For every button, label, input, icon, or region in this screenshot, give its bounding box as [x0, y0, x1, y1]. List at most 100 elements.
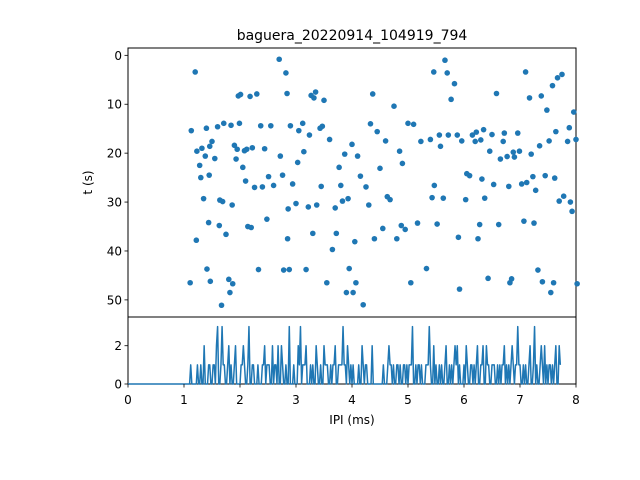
scatter-point	[280, 267, 287, 273]
scatter-point	[237, 91, 244, 98]
scatter-point	[283, 70, 289, 76]
scatter-point	[567, 199, 574, 205]
scatter-point	[574, 280, 580, 287]
scatter-point	[398, 222, 405, 229]
histogram-y-axis: 02	[114, 339, 128, 392]
histogram-x-tick-label: 3	[292, 393, 300, 407]
scatter-point	[264, 216, 270, 222]
scatter-point	[229, 280, 236, 287]
scatter-point	[514, 130, 521, 136]
scatter-point	[229, 202, 235, 208]
histogram-x-tick-label: 4	[348, 393, 356, 407]
scatter-point	[249, 144, 256, 151]
scatter-point	[310, 230, 316, 237]
scatter-point	[387, 196, 393, 203]
scatter-y-tick-label: 30	[107, 196, 122, 210]
scatter-point	[338, 182, 344, 189]
scatter-point	[277, 153, 284, 159]
scatter-point	[549, 82, 556, 89]
histogram-line	[128, 325, 562, 385]
scatter-point	[223, 231, 229, 238]
histogram-x-tick-label: 5	[404, 393, 412, 407]
scatter-point	[489, 131, 495, 138]
scatter-points	[187, 56, 580, 309]
scatter-point	[301, 148, 307, 155]
scatter-point	[414, 220, 421, 226]
histogram-x-tick-label: 6	[460, 393, 468, 407]
scatter-point	[430, 69, 437, 75]
scatter-point	[475, 235, 481, 242]
scatter-point	[363, 184, 369, 190]
scatter-point	[437, 143, 444, 150]
scatter-point	[261, 145, 268, 152]
scatter-point	[236, 120, 243, 127]
scatter-point	[299, 120, 306, 127]
scatter-point	[532, 187, 539, 194]
scatter-point	[445, 132, 452, 138]
scatter-point	[501, 130, 508, 136]
scatter-point	[518, 181, 525, 187]
scatter-point	[220, 120, 227, 127]
scatter-point	[329, 246, 336, 253]
scatter-point	[279, 172, 286, 178]
scatter-point	[436, 132, 443, 138]
scatter-point	[216, 222, 223, 229]
scatter-point	[371, 235, 378, 242]
scatter-point	[458, 138, 465, 144]
scatter-point	[293, 200, 299, 207]
scatter-point	[354, 153, 361, 159]
scatter-point	[473, 129, 480, 135]
scatter-point	[431, 182, 438, 189]
scatter-y-axis-label: t (s)	[81, 170, 95, 194]
scatter-point	[423, 265, 430, 272]
scatter-point	[369, 91, 376, 97]
scatter-point	[374, 128, 381, 135]
scatter-point	[332, 205, 339, 211]
scatter-point	[402, 226, 409, 233]
scatter-point	[506, 183, 512, 190]
scatter-point	[486, 148, 493, 154]
scatter-point	[504, 153, 510, 160]
scatter-point	[218, 302, 225, 309]
scatter-point	[341, 151, 348, 157]
scatter-point	[481, 195, 488, 201]
scatter-point	[219, 198, 226, 205]
scatter-point	[550, 279, 557, 286]
scatter-y-tick-label: 50	[107, 293, 122, 307]
scatter-point	[265, 173, 272, 180]
scatter-point	[294, 159, 301, 166]
scatter-point	[560, 193, 567, 199]
scatter-point	[569, 208, 575, 215]
scatter-point	[521, 218, 527, 224]
scatter-point	[333, 230, 340, 237]
scatter-point	[318, 183, 325, 190]
histogram-x-tick-label: 8	[572, 393, 580, 407]
scatter-point	[485, 275, 491, 282]
histogram-x-axis-label: IPI (ms)	[329, 413, 374, 427]
scatter-point	[339, 198, 346, 204]
scatter-point	[268, 122, 274, 129]
scatter-point	[408, 279, 414, 286]
scatter-point	[349, 141, 355, 148]
scatter-point	[296, 127, 302, 134]
scatter-point	[242, 178, 249, 184]
scatter-point	[536, 143, 543, 149]
scatter-point	[248, 224, 254, 231]
scatter-point	[410, 121, 417, 128]
scatter-point	[321, 97, 327, 104]
scatter-point	[508, 276, 515, 282]
scatter-point	[476, 221, 483, 228]
chart-title: baguera_20220914_104919_794	[237, 28, 468, 44]
scatter-point	[448, 96, 454, 103]
histogram-x-tick-label: 7	[516, 393, 524, 407]
scatter-point	[429, 194, 435, 201]
scatter-point	[367, 121, 374, 127]
scatter-point	[462, 196, 469, 203]
scatter-point	[405, 120, 411, 127]
scatter-point	[305, 204, 312, 210]
scatter-point	[214, 123, 221, 130]
scatter-point	[551, 175, 558, 181]
scatter-point	[207, 278, 214, 285]
scatter-point	[199, 145, 205, 152]
scatter-point	[570, 109, 577, 115]
